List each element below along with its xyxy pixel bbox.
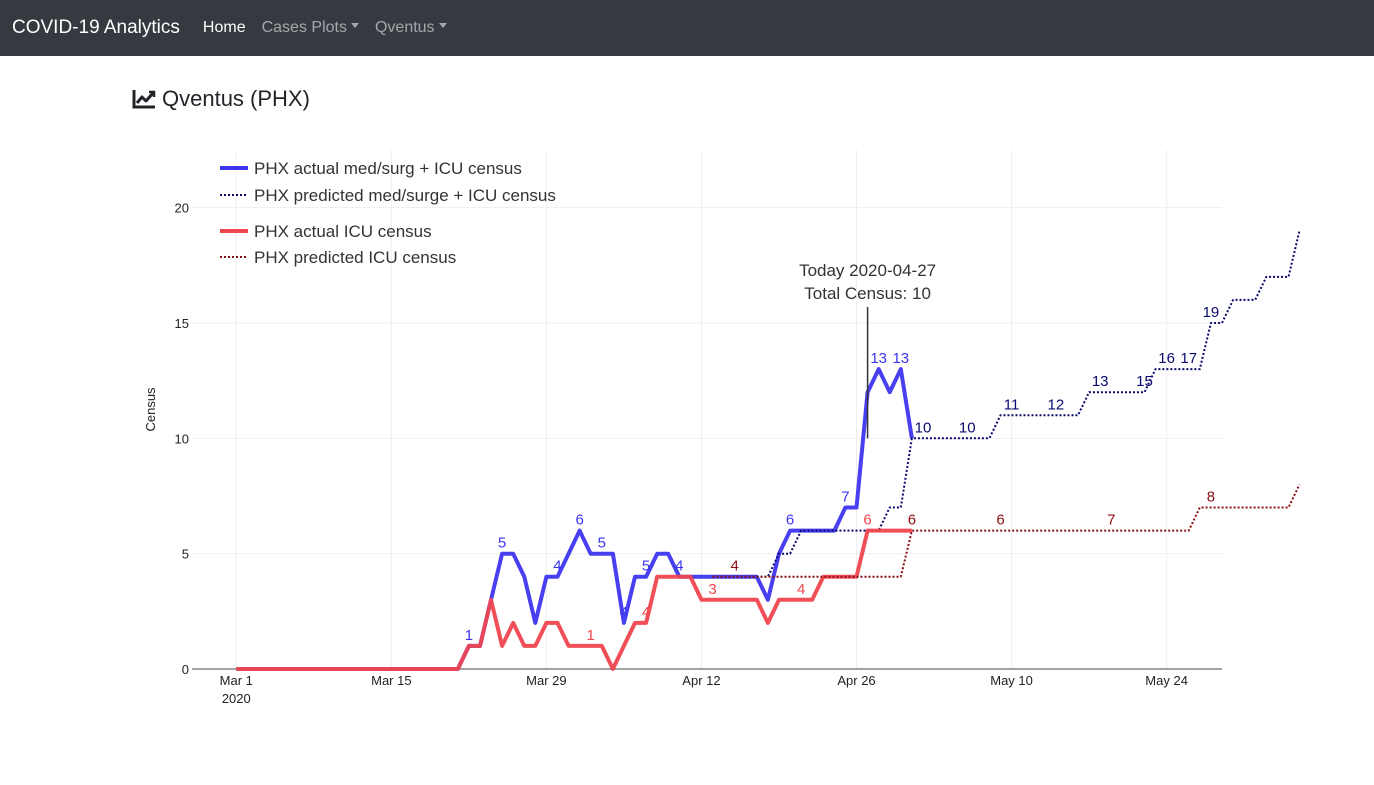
data-label: 3 [708,581,716,598]
legend-label: PHX actual med/surg + ICU census [254,159,522,178]
nav-cases-plots-dropdown[interactable]: Cases Plots [262,19,359,37]
x-tick-label: Mar 1 [220,673,253,688]
data-label: 13 [892,350,909,367]
data-label: 13 [870,350,887,367]
series-line-2 [236,528,912,671]
data-label: 10 [915,419,932,436]
data-label: 7 [841,489,849,506]
annotation-text: Total Census: 10 [804,284,931,303]
data-label: 4 [675,558,683,575]
x-tick-label: Apr 26 [837,673,875,688]
data-label: 15 [1136,373,1153,390]
data-label: 12 [1048,396,1065,413]
data-label: 5 [598,535,606,552]
data-label: 4 [553,558,561,575]
data-label: 1 [465,627,473,644]
x-tick-label: May 24 [1145,673,1188,688]
y-axis-title: Census [143,387,158,432]
series-line-1 [712,230,1301,578]
y-tick-label: 5 [182,547,189,562]
nav-home-label: Home [202,19,246,36]
page-title-text: Qventus (PHX) [162,86,310,111]
data-label: 17 [1180,350,1197,367]
chart-legend[interactable]: PHX actual med/surg + ICU census PHX pred… [220,159,556,267]
y-tick-label: 15 [175,316,189,331]
legend-item[interactable]: PHX predicted ICU census [220,248,456,267]
navbar: COVID-19 Analytics Home Cases Plots Qven… [0,0,1374,56]
legend-label: PHX predicted ICU census [254,248,456,267]
data-label: 4 [731,558,739,575]
data-label: 5 [642,558,650,575]
data-label: 16 [1158,350,1175,367]
x-tick-label: Mar 15 [371,673,411,688]
chart-line-icon [132,90,156,109]
legend-item[interactable]: PHX actual med/surg + ICU census [220,159,522,178]
legend-item[interactable]: PHX predicted med/surge + ICU census [220,186,556,205]
data-label: 4 [642,604,650,621]
y-tick-label: 20 [175,201,189,216]
chart-annotation: Today 2020-04-27 Total Census: 10 [799,261,936,439]
data-label: 1 [587,627,595,644]
legend-label: PHX actual ICU census [254,222,432,241]
data-label: 13 [1092,373,1109,390]
data-label: 10 [959,419,976,436]
nav-cases-plots-label: Cases Plots [261,19,347,36]
data-label: 5 [498,535,506,552]
brand-link[interactable]: COVID-19 Analytics [12,17,180,38]
y-tick-label: 10 [175,431,189,446]
x-tick-label: Mar 29 [526,673,566,688]
nav-qventus-dropdown[interactable]: Qventus [375,19,447,37]
data-label: 6 [575,512,583,529]
caret-down-icon [438,23,447,29]
legend-item[interactable]: PHX actual ICU census [220,222,432,241]
data-label: 8 [1207,489,1215,506]
series-line-0 [236,367,914,671]
caret-down-icon [350,23,359,29]
nav-qventus-label: Qventus [374,19,435,36]
x-tick-sublabel: 2020 [222,691,251,706]
legend-label: PHX predicted med/surge + ICU census [254,186,556,205]
data-label: 11 [1004,396,1020,413]
x-tick-label: Apr 12 [682,673,720,688]
chart-series [236,230,1301,671]
y-tick-label: 0 [182,662,189,677]
nav-home[interactable]: Home [203,19,246,37]
data-label: 6 [786,512,794,529]
data-label: 19 [1203,304,1220,321]
data-label: 7 [1107,512,1115,529]
data-label: 4 [797,581,805,598]
data-label: 4 [620,604,628,621]
data-label: 6 [996,512,1004,529]
x-tick-label: May 10 [990,673,1033,688]
data-label: 6 [908,512,916,529]
page-title: Qventus (PHX) [132,86,310,112]
series-line-3 [712,484,1301,578]
annotation-text: Today 2020-04-27 [799,261,936,280]
data-label: 6 [863,512,871,529]
